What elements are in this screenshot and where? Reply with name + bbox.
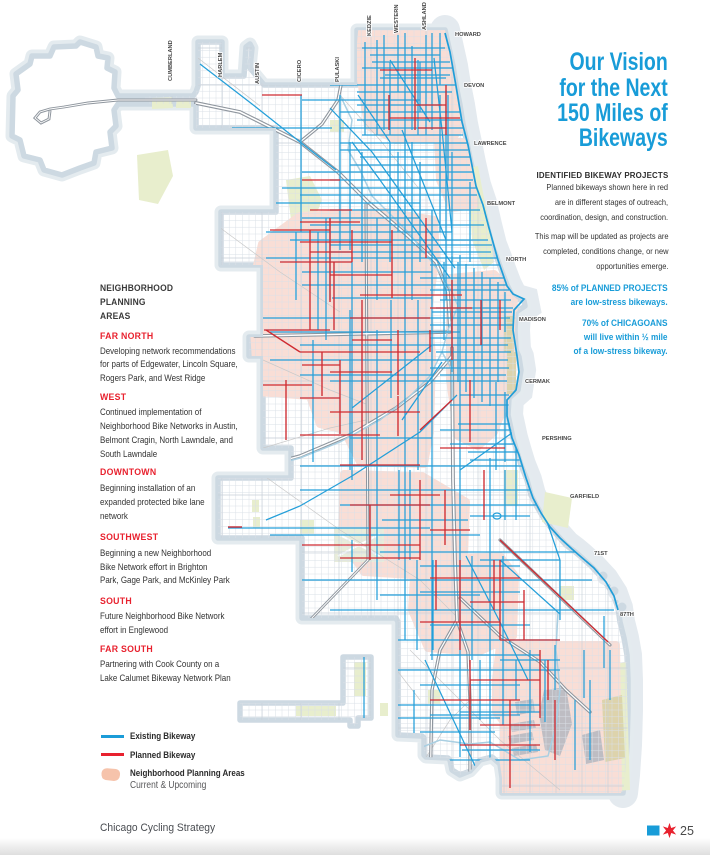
svg-text:HOWARD: HOWARD [455, 32, 481, 38]
svg-text:CICERO: CICERO [297, 59, 303, 82]
svg-text:PULASKI: PULASKI [335, 57, 341, 82]
svg-text:25: 25 [680, 824, 694, 838]
svg-text:BELMONT: BELMONT [487, 201, 516, 207]
svg-text:CUMBERLAND: CUMBERLAND [168, 40, 174, 81]
svg-text:87TH: 87TH [620, 612, 634, 618]
svg-text:71ST: 71ST [594, 551, 608, 557]
svg-text:MADISON: MADISON [519, 317, 546, 323]
svg-text:KEDZIE: KEDZIE [367, 15, 373, 36]
svg-text:CERMAK: CERMAK [525, 379, 551, 385]
svg-text:ASHLAND: ASHLAND [422, 2, 428, 30]
svg-text:DEVON: DEVON [464, 83, 484, 89]
svg-text:LAWRENCE: LAWRENCE [474, 141, 507, 147]
svg-text:PERSHING: PERSHING [542, 436, 572, 442]
svg-text:AUSTIN: AUSTIN [255, 63, 261, 84]
svg-text:GARFIELD: GARFIELD [570, 494, 599, 500]
svg-text:HARLEM: HARLEM [218, 52, 224, 77]
svg-text:NORTH: NORTH [506, 257, 526, 263]
svg-text:WESTERN: WESTERN [394, 5, 400, 33]
